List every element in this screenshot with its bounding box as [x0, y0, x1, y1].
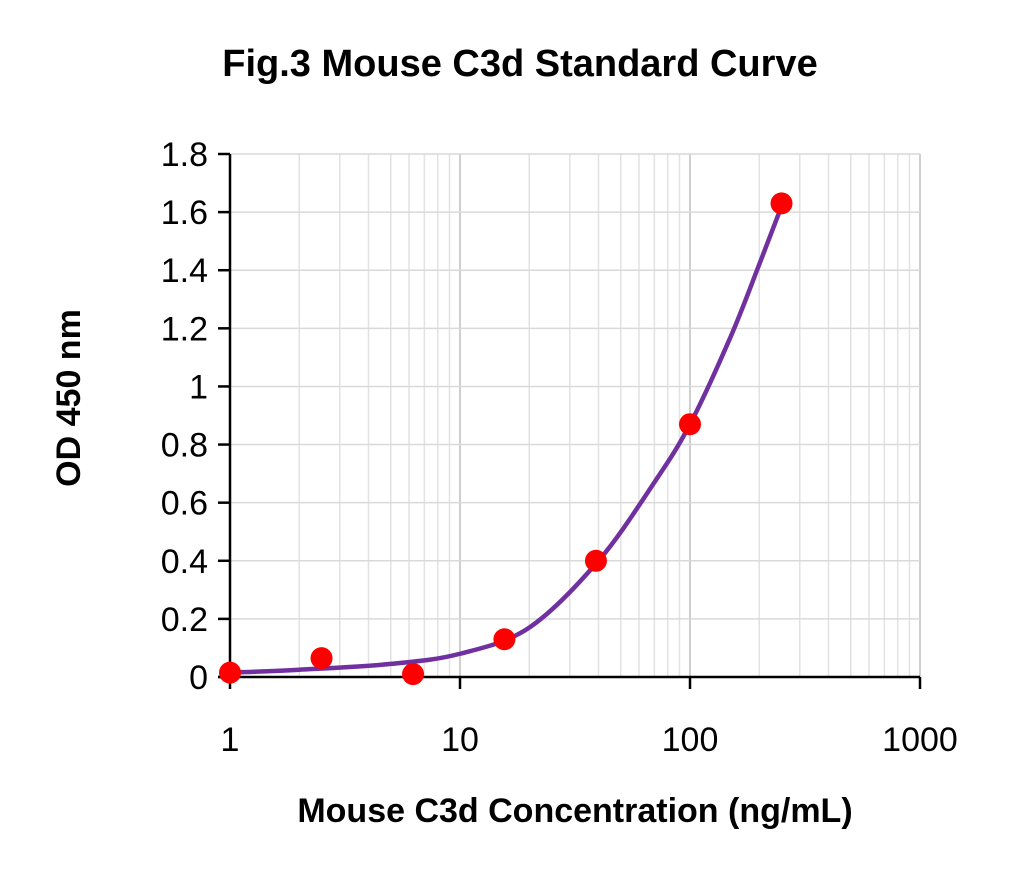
x-tick-label: 1: [221, 721, 240, 759]
fit-curve-line: [227, 204, 784, 675]
y-tick-label: 0.6: [161, 485, 208, 523]
y-tick-label: 0.8: [161, 427, 208, 465]
y-tick-label: 0.4: [161, 543, 208, 581]
y-axis-title: OD 450 nm: [50, 309, 88, 487]
tick-labels: 0 0.2 0.4 0.6 0.8 1 1.2 1.4 1.6 1.8 1 10 100 1000: [161, 136, 958, 759]
chart-title: Fig.3 Mouse C3d Standard Curve: [222, 43, 817, 85]
data-points-layer: [219, 192, 793, 686]
x-tick-label: 100: [662, 721, 719, 759]
y-tick-label: 0: [189, 659, 208, 697]
y-tick-label: 1.8: [161, 136, 208, 174]
data-point: [770, 192, 793, 215]
x-tick-label: 10: [441, 721, 479, 759]
data-point: [310, 647, 333, 670]
gridlines: [229, 153, 921, 678]
x-axis-title: Mouse C3d Concentration (ng/mL): [297, 792, 852, 830]
y-tick-label: 1.6: [161, 194, 208, 232]
y-tick-label: 1.2: [161, 310, 208, 348]
y-tick-label: 1.4: [161, 252, 208, 290]
data-point: [584, 549, 607, 572]
y-tick-label: 0.2: [161, 601, 208, 639]
y-tick-label: 1: [189, 368, 208, 406]
x-tick-label: 1000: [882, 721, 958, 759]
data-point: [219, 661, 241, 684]
data-point: [679, 413, 701, 436]
data-point: [402, 663, 425, 686]
data-point: [493, 628, 516, 651]
fit-curve-layer: [227, 204, 784, 675]
